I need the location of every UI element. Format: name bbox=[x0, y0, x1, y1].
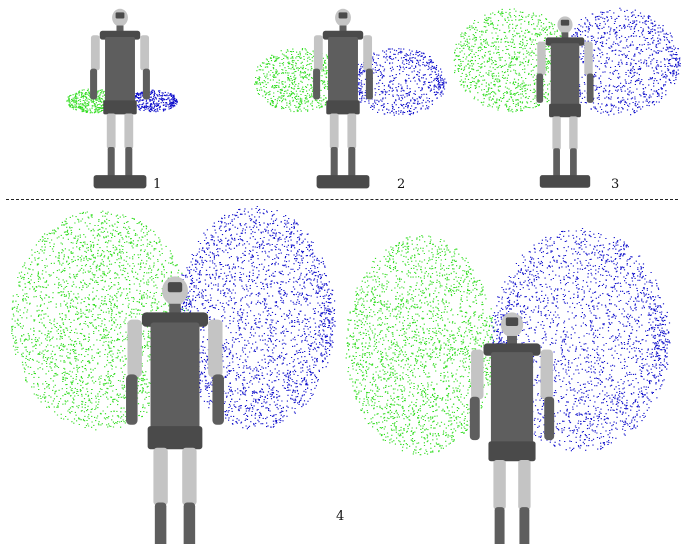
right-arm-workspace-points bbox=[350, 48, 447, 116]
panel-divider bbox=[6, 199, 678, 200]
panel-label-2: 2 bbox=[397, 177, 406, 192]
robot-panel-3 bbox=[536, 16, 594, 188]
robot-panel-2 bbox=[313, 8, 373, 189]
robot-panel-4-front bbox=[126, 276, 224, 544]
panel-label-1: 1 bbox=[153, 177, 162, 192]
left-arm-workspace-points bbox=[345, 235, 496, 456]
panel-label-3: 3 bbox=[611, 177, 620, 192]
panel-label-4: 4 bbox=[336, 509, 345, 524]
robot-panel-1 bbox=[90, 8, 150, 189]
robot-panel-4-side bbox=[469, 312, 555, 544]
